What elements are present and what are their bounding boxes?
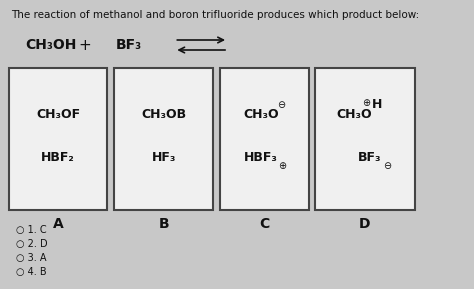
Bar bbox=[114, 68, 213, 210]
Text: HF₃: HF₃ bbox=[151, 151, 176, 164]
Text: ⊕: ⊕ bbox=[363, 98, 371, 108]
Text: ○ 1. C: ○ 1. C bbox=[16, 225, 47, 235]
Text: A: A bbox=[53, 217, 64, 231]
Text: CH₃O: CH₃O bbox=[336, 108, 372, 121]
Text: HBF₃: HBF₃ bbox=[244, 151, 278, 164]
Text: H: H bbox=[372, 98, 383, 111]
Text: CH₃OH: CH₃OH bbox=[25, 38, 76, 52]
Text: B: B bbox=[158, 217, 169, 231]
Text: CH₃OB: CH₃OB bbox=[141, 108, 186, 121]
Bar bbox=[220, 68, 310, 210]
Text: D: D bbox=[359, 217, 371, 231]
Text: ⊕: ⊕ bbox=[278, 162, 287, 171]
Bar bbox=[315, 68, 415, 210]
Text: The reaction of methanol and boron trifluoride produces which product below:: The reaction of methanol and boron trifl… bbox=[11, 10, 419, 20]
Text: CH₃OF: CH₃OF bbox=[36, 108, 80, 121]
Bar bbox=[9, 68, 107, 210]
Text: BF₃: BF₃ bbox=[116, 38, 142, 52]
Text: HBF₂: HBF₂ bbox=[41, 151, 75, 164]
Text: BF₃: BF₃ bbox=[357, 151, 381, 164]
Text: ⊖: ⊖ bbox=[277, 100, 285, 110]
Text: CH₃O: CH₃O bbox=[243, 108, 279, 121]
Text: ○ 2. D: ○ 2. D bbox=[16, 239, 48, 249]
Text: C: C bbox=[260, 217, 270, 231]
Text: ⊖: ⊖ bbox=[383, 162, 391, 171]
Text: ○ 4. B: ○ 4. B bbox=[16, 267, 47, 277]
Text: +: + bbox=[79, 38, 91, 53]
Text: ○ 3. A: ○ 3. A bbox=[16, 253, 46, 263]
